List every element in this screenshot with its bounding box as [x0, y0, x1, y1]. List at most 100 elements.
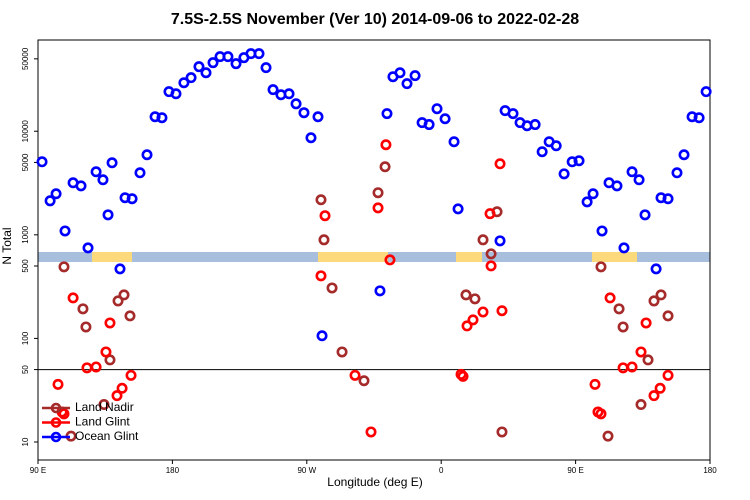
point — [595, 261, 607, 273]
point — [290, 98, 302, 110]
point — [439, 113, 451, 125]
point — [134, 167, 146, 179]
point — [573, 155, 585, 167]
point — [97, 174, 109, 186]
point — [662, 193, 674, 205]
point — [315, 270, 327, 282]
point — [52, 378, 64, 390]
y-tick-label: 10 — [21, 437, 30, 446]
legend-label: Land Nadir — [75, 400, 134, 414]
point — [50, 188, 62, 200]
point — [104, 317, 116, 329]
point — [477, 234, 489, 246]
point — [75, 180, 87, 192]
point — [461, 320, 473, 332]
point — [452, 203, 464, 215]
point — [365, 426, 377, 438]
x-tick-label: 0 — [439, 466, 444, 475]
point — [484, 208, 496, 220]
point — [170, 88, 182, 100]
point — [566, 156, 578, 168]
y-tick-label: 500 — [21, 259, 30, 273]
point — [467, 314, 479, 326]
point — [298, 107, 310, 119]
point — [326, 282, 338, 294]
point — [104, 354, 116, 366]
point — [485, 260, 497, 272]
point — [58, 261, 70, 273]
point — [455, 368, 467, 380]
point — [401, 78, 413, 90]
point — [626, 361, 638, 373]
point — [581, 196, 593, 208]
chart-title: 7.5S-2.5S November (Ver 10) 2014-09-06 t… — [171, 11, 579, 28]
x-tick-label: 90 E — [567, 466, 583, 475]
point — [102, 209, 114, 221]
point — [587, 188, 599, 200]
point — [124, 310, 136, 322]
point — [394, 67, 406, 79]
point — [654, 382, 666, 394]
point — [494, 235, 506, 247]
land-strip — [592, 252, 637, 262]
point — [633, 174, 645, 186]
point — [648, 390, 660, 402]
y-tick-label: 1000 — [21, 225, 30, 243]
point — [662, 369, 674, 381]
legend-marker — [50, 431, 62, 443]
point — [700, 86, 712, 98]
point — [106, 157, 118, 169]
legend-label: Ocean Glint — [75, 429, 139, 443]
point — [77, 303, 89, 315]
point — [80, 321, 92, 333]
point — [316, 330, 328, 342]
point — [141, 149, 153, 161]
point — [200, 67, 212, 79]
point — [642, 354, 654, 366]
point — [558, 168, 570, 180]
y-tick-label: 5000 — [21, 153, 30, 171]
point — [409, 70, 421, 82]
point — [648, 295, 660, 307]
point — [635, 346, 647, 358]
plot-frame — [37, 39, 711, 461]
point — [111, 390, 123, 402]
point — [374, 285, 386, 297]
x-axis-label: Longitude (deg E) — [327, 475, 422, 489]
series — [58, 161, 674, 442]
point — [379, 161, 391, 173]
point — [529, 119, 541, 131]
point — [626, 166, 638, 178]
point — [595, 408, 607, 420]
point — [477, 306, 489, 318]
point — [253, 48, 265, 60]
x-tick-label: 90 E — [30, 466, 46, 475]
point — [640, 317, 652, 329]
point — [318, 234, 330, 246]
point — [485, 248, 497, 260]
point — [618, 242, 630, 254]
point — [116, 382, 128, 394]
series — [36, 48, 712, 342]
point — [494, 158, 506, 170]
point — [650, 263, 662, 275]
point — [90, 361, 102, 373]
point — [126, 193, 138, 205]
x-tick-label: 180 — [166, 466, 180, 475]
point — [448, 136, 460, 148]
point — [457, 370, 469, 382]
point — [283, 88, 295, 100]
point — [693, 112, 705, 124]
point — [380, 139, 392, 151]
point — [550, 140, 562, 152]
point — [536, 146, 548, 158]
land-strip — [318, 252, 388, 262]
point — [589, 378, 601, 390]
land-strip — [92, 252, 132, 262]
point — [98, 399, 110, 411]
point — [82, 242, 94, 254]
y-tick-label: 10000 — [21, 120, 30, 143]
point — [460, 289, 472, 301]
